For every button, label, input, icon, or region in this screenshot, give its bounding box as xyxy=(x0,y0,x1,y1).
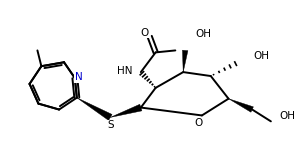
Text: S: S xyxy=(107,120,114,130)
Text: HN: HN xyxy=(117,66,133,76)
Polygon shape xyxy=(77,98,112,120)
Text: OH: OH xyxy=(280,111,296,121)
Text: N: N xyxy=(75,72,83,82)
Polygon shape xyxy=(110,104,142,117)
Text: O: O xyxy=(195,118,203,128)
Text: O: O xyxy=(141,28,149,38)
Polygon shape xyxy=(229,99,253,112)
Text: OH: OH xyxy=(195,29,211,39)
Polygon shape xyxy=(182,50,188,72)
Text: OH: OH xyxy=(253,51,269,61)
